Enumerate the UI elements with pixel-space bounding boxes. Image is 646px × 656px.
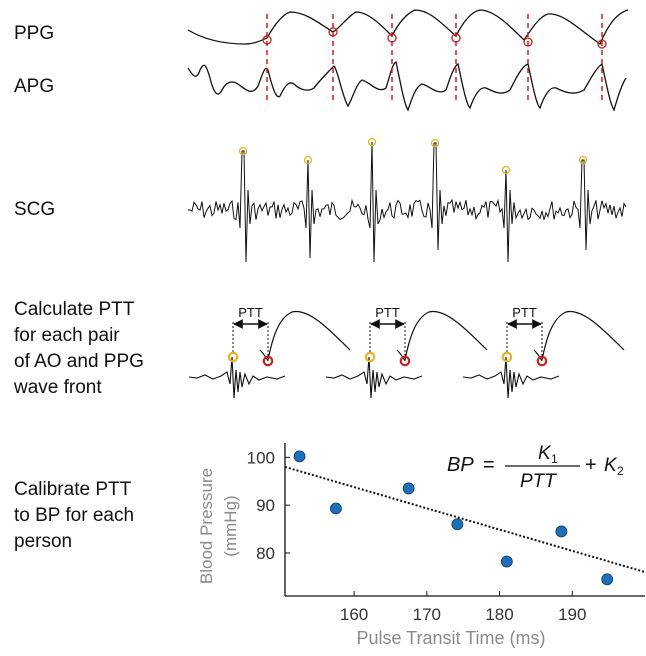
step-calculate-ptt-line: of AO and PPG — [14, 351, 144, 372]
ppg-foot-marker — [328, 27, 338, 37]
apg-waveform — [187, 61, 627, 112]
step-calculate-ptt-line: Calculate PTT — [14, 299, 135, 320]
ao-marker — [364, 351, 376, 363]
ppg-foot-marker — [536, 355, 548, 367]
formula-bp: BP — [447, 454, 474, 476]
ppg-snippet — [259, 310, 351, 361]
data-point — [293, 450, 306, 463]
ptt-label: PTT — [512, 305, 537, 320]
data-point — [500, 555, 513, 568]
scg-snippet — [325, 356, 423, 399]
ao-marker — [227, 351, 239, 363]
ptt-pair: PTT — [462, 305, 625, 399]
ppg-waveform — [187, 9, 629, 45]
y-tick-label: 100 — [247, 448, 275, 467]
ptt-pair: PTT — [188, 305, 351, 399]
scg-label: SCG — [14, 199, 56, 220]
scg-snippet — [188, 356, 286, 399]
formula-ptt: PTT — [520, 471, 557, 492]
data-point — [555, 525, 568, 538]
ppg-snippet — [396, 310, 488, 361]
ppg-foot-marker — [523, 37, 533, 47]
ptt-label: PTT — [238, 305, 263, 320]
regression-line — [284, 465, 646, 574]
step-calculate-ptt-line: for each pair — [14, 325, 120, 346]
data-point — [402, 482, 415, 495]
x-axis-title: Pulse Transit Time (ms) — [356, 628, 545, 648]
scg-snippet — [462, 356, 560, 399]
ppg-foot-marker — [387, 33, 397, 43]
x-tick-label: 180 — [485, 605, 513, 624]
x-tick-label: 160 — [340, 605, 368, 624]
ppg-snippet — [533, 310, 625, 361]
y-axis-title: (mmHg) — [221, 495, 240, 556]
ao-marker — [367, 137, 377, 147]
data-point — [601, 573, 614, 586]
formula-k1: K — [538, 443, 552, 464]
step-calibrate-ptt: Calibrate PTT to BP for each person — [14, 477, 134, 555]
formula-equals: = — [483, 454, 495, 476]
ao-marker — [578, 155, 588, 165]
ao-marker — [501, 165, 511, 175]
ao-marker — [430, 138, 440, 148]
ao-marker — [303, 155, 313, 165]
y-tick-label: 80 — [256, 544, 275, 563]
step-calibrate-ptt-line: person — [14, 531, 73, 552]
y-axis-title: Blood Pressure — [197, 468, 216, 584]
formula-k1-sub: 1 — [551, 452, 558, 466]
y-tick-label: 90 — [256, 496, 275, 515]
formula-k2-sub: 2 — [617, 464, 624, 478]
step-calculate-ptt-line: wave front — [14, 377, 102, 398]
ppg-foot-marker — [262, 35, 272, 45]
formula: BP = K 1 PTT + K 2 — [447, 443, 624, 492]
step-calculate-ptt: Calculate PTT for each pair of AO and PP… — [14, 297, 144, 401]
ppg-foot-marker — [399, 355, 411, 367]
ptt-label: PTT — [375, 305, 400, 320]
x-tick-label: 190 — [558, 605, 586, 624]
formula-k2: K — [604, 455, 618, 476]
data-point — [451, 518, 464, 531]
ppg-foot-marker — [262, 355, 274, 367]
ppg-foot-marker — [451, 33, 461, 43]
step-calibrate-ptt-line: to BP for each — [14, 505, 135, 526]
ptt-pair: PTT — [325, 305, 488, 399]
step-calibrate-ptt-line: Calibrate PTT — [14, 479, 132, 500]
data-point — [330, 502, 342, 515]
apg-label: APG — [14, 76, 55, 97]
ao-marker — [501, 351, 513, 363]
ppg-foot-marker — [597, 39, 607, 49]
formula-plus: + — [585, 454, 597, 476]
ppg-label: PPG — [14, 23, 55, 44]
ao-marker — [238, 146, 248, 156]
x-tick-label: 170 — [413, 605, 441, 624]
scg-waveform — [187, 141, 627, 263]
